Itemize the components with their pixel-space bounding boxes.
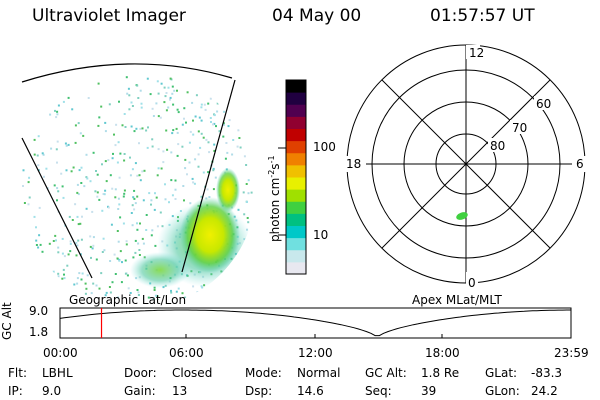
info-value: 24.2 xyxy=(531,384,558,398)
geographic-caption: Geographic Lat/Lon xyxy=(69,293,187,307)
info-label: GC Alt: xyxy=(365,366,407,380)
colorbar xyxy=(278,79,307,275)
colorbar-segment xyxy=(286,201,306,214)
emission-spot xyxy=(456,212,468,220)
colorbar-segment xyxy=(286,140,306,154)
info-label: Flt: xyxy=(8,366,27,380)
colorbar-segment xyxy=(286,249,306,263)
info-value: 1.8 Re xyxy=(421,366,460,380)
colorbar-segment xyxy=(286,213,306,226)
instrument-title: Ultraviolet Imager xyxy=(32,6,186,26)
mlat-label-80: 80 xyxy=(490,139,506,153)
info-label: Gain: xyxy=(124,384,156,398)
colorbar-segment xyxy=(286,177,306,190)
info-label: GLon: xyxy=(485,384,520,398)
info-label: Mode: xyxy=(245,366,282,380)
altitude-plot xyxy=(59,307,572,339)
altitude-ylabel: GC Alt xyxy=(0,302,14,340)
colorbar-segment xyxy=(286,189,306,202)
mlt-label-18: 18 xyxy=(346,157,362,171)
info-value: 39 xyxy=(421,384,437,398)
colorbar-segment xyxy=(286,261,306,275)
info-value: 14.6 xyxy=(297,384,324,398)
info-value: Normal xyxy=(297,366,341,380)
colorbar-segment xyxy=(286,92,306,105)
info-value: LBHL xyxy=(42,366,73,380)
info-label: Door: xyxy=(124,366,157,380)
info-label: Seq: xyxy=(365,384,392,398)
colorbar-segment xyxy=(286,237,306,251)
colorbar-tick-high: 100 xyxy=(313,140,336,154)
colorbar-segment xyxy=(286,104,306,117)
colorbar-segment xyxy=(286,80,306,93)
altitude-ytick-top: 9.0 xyxy=(29,304,49,318)
time-label: 01:57:57 UT xyxy=(430,6,535,26)
colorbar-segment xyxy=(286,152,306,166)
apex-caption: Apex MLat/MLT xyxy=(412,293,502,307)
colorbar-segment xyxy=(286,225,306,239)
mlat-label-60: 60 xyxy=(536,97,552,111)
colorbar-segment xyxy=(286,116,306,129)
colorbar-tick-low: 10 xyxy=(313,228,329,242)
altitude-ytick-bottom: 1.8 xyxy=(29,325,49,339)
time-tick-0600: 06:00 xyxy=(169,346,204,360)
time-tick-1200: 12:00 xyxy=(298,346,333,360)
mlt-label-6: 6 xyxy=(576,157,584,171)
time-tick-1800: 18:00 xyxy=(425,346,460,360)
colorbar-segment xyxy=(286,164,306,178)
auroral-image xyxy=(20,72,256,300)
colorbar-label: photon cm-2s-1 xyxy=(267,155,282,242)
geographic-image-panel xyxy=(20,63,256,300)
info-label: IP: xyxy=(8,384,23,398)
longitude-line-left xyxy=(21,137,93,279)
mlat-label-70: 70 xyxy=(512,121,528,135)
date-label: 04 May 00 xyxy=(272,6,362,26)
info-value: -83.3 xyxy=(531,366,563,380)
info-label: Dsp: xyxy=(245,384,273,398)
info-label: GLat: xyxy=(485,366,518,380)
colorbar-segment xyxy=(286,128,306,142)
time-tick-2359: 23:59 xyxy=(554,346,589,360)
mlt-label-0: 0 xyxy=(468,276,476,290)
info-value: 13 xyxy=(172,384,188,398)
info-value: Closed xyxy=(172,366,213,380)
longitude-line-right xyxy=(181,79,236,273)
horizon-arc xyxy=(21,63,233,83)
mlt-label-12: 12 xyxy=(469,46,485,60)
time-tick-0000: 00:00 xyxy=(43,346,78,360)
polar-mlt-plot xyxy=(344,44,586,286)
info-value: 9.0 xyxy=(42,384,62,398)
